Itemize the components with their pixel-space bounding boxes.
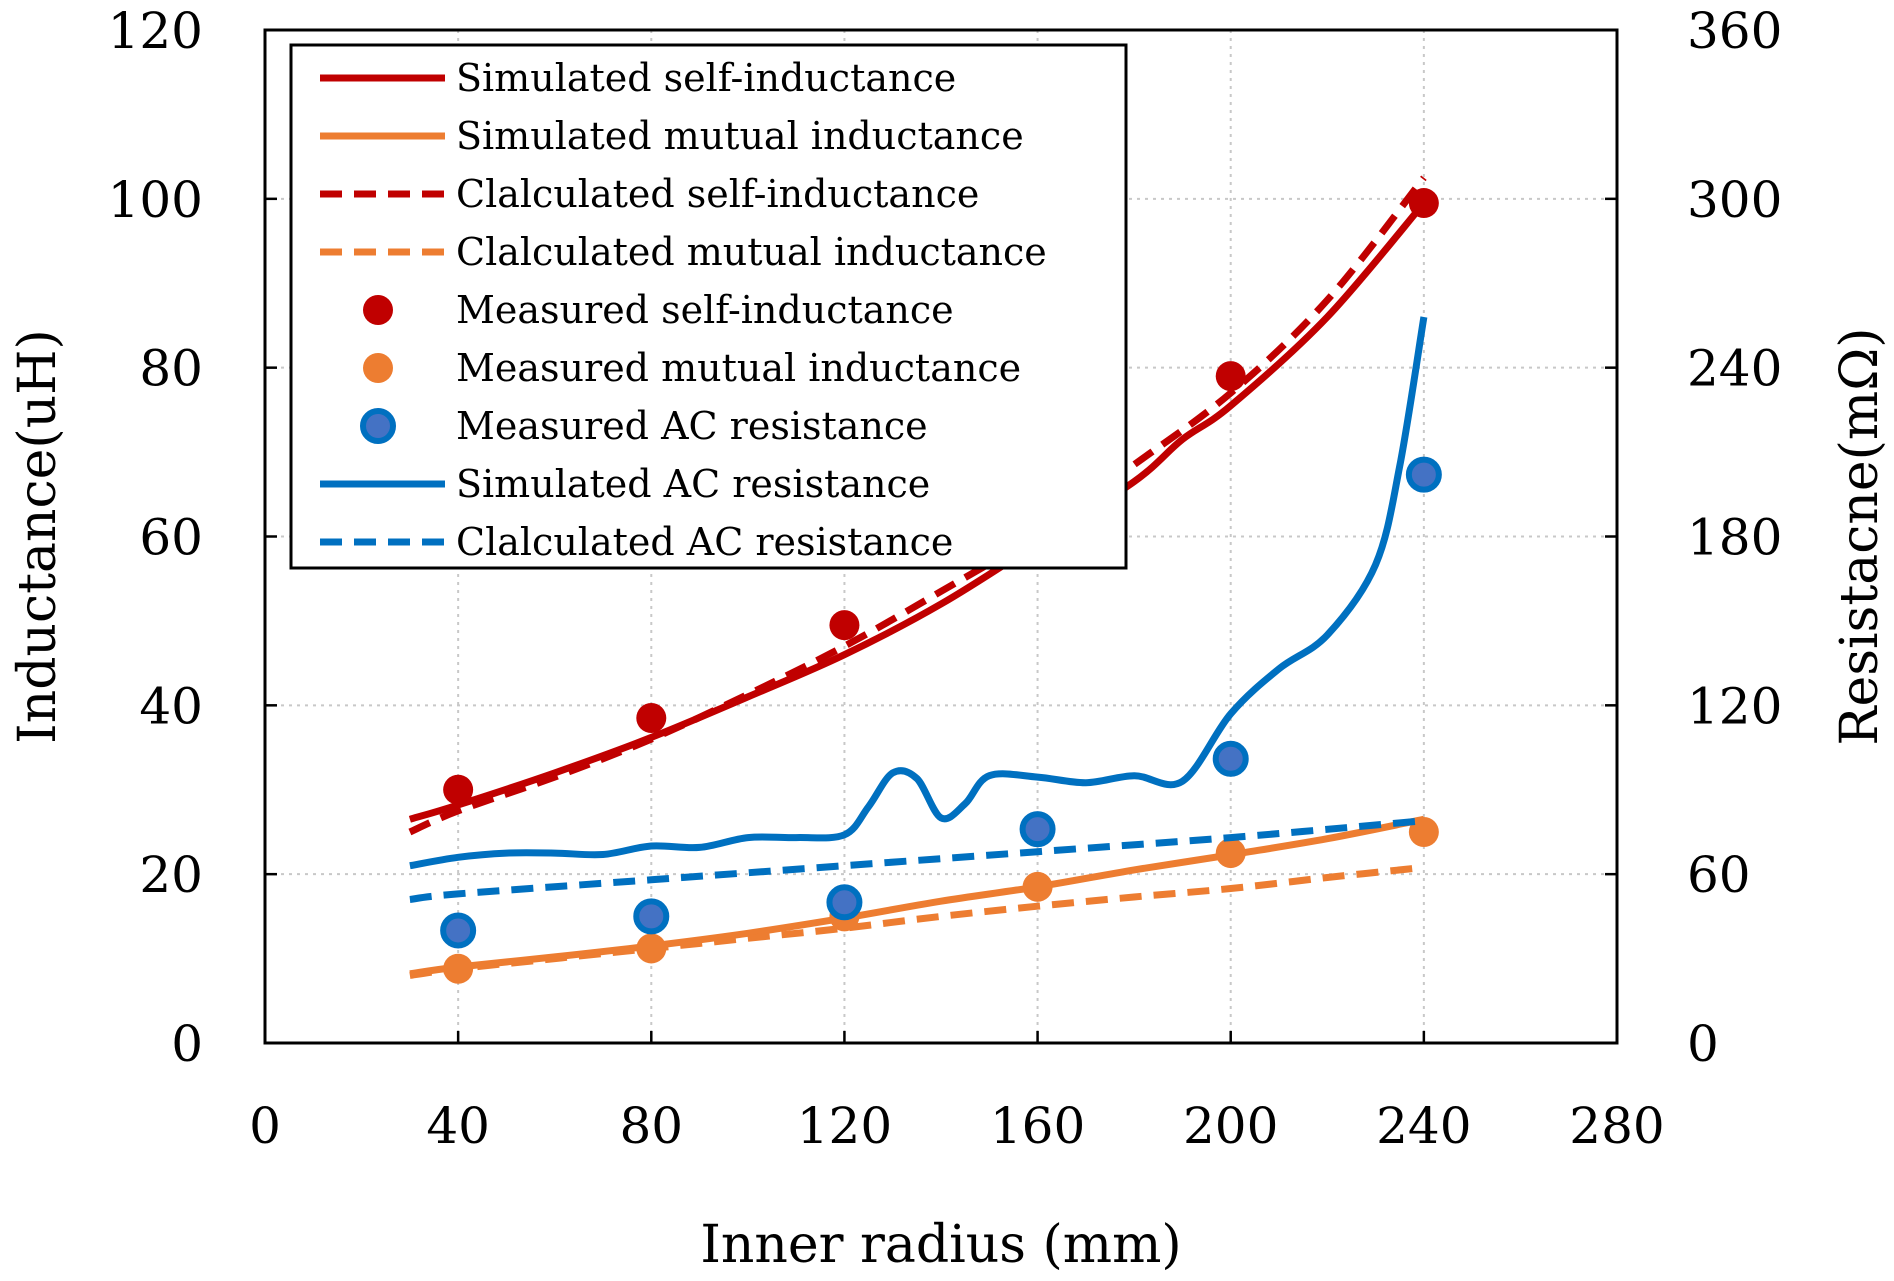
y-axis-title-right: Resistacne(mΩ) (1830, 327, 1890, 745)
x-tick-label: 240 (1376, 1097, 1471, 1155)
legend-item: Clalculated self-inductance (320, 172, 979, 216)
x-tick-label: 80 (619, 1097, 683, 1155)
series-line (408, 175, 1427, 836)
legend-label: Measured mutual inductance (456, 346, 1021, 390)
y-left-tick-label: 100 (108, 171, 203, 229)
y-right-tick-label: 300 (1687, 171, 1782, 229)
series-measured-ac-resistance (440, 456, 1442, 949)
legend-item: Measured self-inductance (363, 288, 954, 332)
y-right-tick-label: 0 (1687, 1015, 1719, 1073)
x-tick-label: 0 (249, 1097, 281, 1155)
y-axis-title-left: Inductance(uH) (8, 329, 68, 744)
data-point (636, 933, 667, 964)
y-left-tick-label: 40 (139, 677, 203, 735)
y-right-tick-label: 180 (1687, 509, 1782, 567)
legend-label: Simulated self-inductance (456, 56, 956, 100)
y-right-tick-label: 60 (1687, 846, 1751, 904)
legend-label: Clalculated mutual inductance (456, 230, 1047, 274)
series-line (409, 815, 1425, 978)
data-point (633, 898, 670, 935)
x-tick-label: 160 (990, 1097, 1085, 1155)
x-tick-label: 200 (1183, 1097, 1278, 1155)
legend: Simulated self-inductance Simulated mutua… (289, 43, 1128, 570)
data-point (1022, 871, 1053, 902)
legend-item: Measured mutual inductance (363, 346, 1021, 390)
x-axis-title: Inner radius (mm) (700, 1215, 1181, 1275)
data-point (1408, 816, 1439, 847)
series-line (409, 863, 1425, 979)
series-line (409, 817, 1425, 903)
legend-item: Clalculated AC resistance (320, 520, 953, 564)
y-left-tick-label: 120 (108, 2, 203, 60)
x-tick-label: 40 (426, 1097, 490, 1155)
legend-item: Measured AC resistance (360, 404, 928, 448)
series-line (408, 200, 1427, 823)
series-simulated-ac-resistance (409, 316, 1428, 870)
data-point (443, 774, 474, 805)
legend-item: Simulated mutual inductance (320, 114, 1024, 158)
legend-label: Simulated mutual inductance (456, 114, 1024, 158)
x-tick-label: 120 (797, 1097, 892, 1155)
y-right-tick-label: 120 (1687, 677, 1782, 735)
legend-marker (363, 295, 393, 325)
series-clalculated-self-inductance (408, 175, 1427, 836)
x-tick-label: 280 (1569, 1097, 1664, 1155)
series-measured-self-inductance (443, 188, 1439, 805)
legend-marker (363, 353, 393, 383)
legend-item: Simulated self-inductance (320, 56, 956, 100)
series-simulated-self-inductance (408, 200, 1427, 823)
data-point (1215, 838, 1246, 869)
series-layer (408, 175, 1442, 984)
y-left-tick-label: 20 (139, 846, 203, 904)
y-left-tick-label: 0 (171, 1015, 203, 1073)
legend-label: Measured self-inductance (456, 288, 954, 332)
ticks: 0 40 80 120 160 200 240 280 0 20 40 60 80 100 120 0 60 12… (108, 2, 1783, 1155)
series-clalculated-mutual-inductance (409, 863, 1425, 979)
data-point (1405, 456, 1442, 493)
legend-item: Simulated AC resistance (320, 462, 930, 506)
y-left-tick-label: 80 (139, 340, 203, 398)
y-left-tick-label: 60 (139, 509, 203, 567)
data-point (1019, 811, 1056, 848)
series-line (409, 316, 1428, 870)
data-point (440, 912, 477, 949)
y-right-tick-label: 240 (1687, 340, 1782, 398)
data-point (1408, 188, 1439, 219)
data-point (1215, 361, 1246, 392)
y-right-tick-label: 360 (1687, 2, 1782, 60)
data-point (829, 610, 860, 641)
data-point (636, 702, 667, 733)
legend-label: Clalculated self-inductance (456, 172, 979, 216)
legend-label: Measured AC resistance (456, 404, 928, 448)
legend-label: Clalculated AC resistance (456, 520, 953, 564)
legend-marker (360, 408, 396, 444)
data-point (1212, 740, 1249, 777)
legend-item: Clalculated mutual inductance (320, 230, 1047, 274)
data-point (443, 953, 474, 984)
series-clalculated-ac-resistance (409, 817, 1425, 903)
series-simulated-mutual-inductance (409, 815, 1425, 978)
data-point (826, 884, 863, 921)
legend-label: Simulated AC resistance (456, 462, 930, 506)
